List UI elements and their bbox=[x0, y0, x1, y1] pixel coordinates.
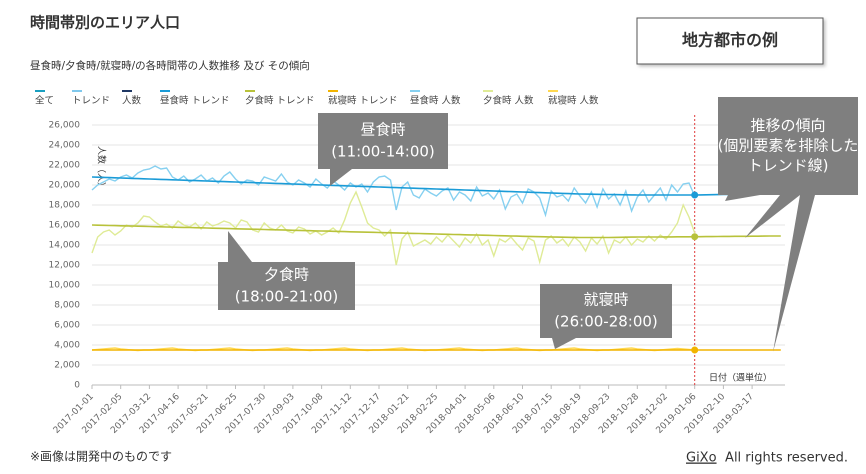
callout-text: 昼食時 bbox=[360, 121, 405, 139]
callout-pointer bbox=[773, 195, 815, 352]
y-tick-label: 2,000 bbox=[54, 361, 80, 371]
callout-text: トレンド線) bbox=[748, 157, 829, 175]
trend-marker bbox=[691, 346, 699, 354]
y-tick-label: 14,000 bbox=[49, 241, 81, 251]
y-tick-label: 16,000 bbox=[49, 221, 81, 231]
legend-label: 昼食時 人数 bbox=[410, 95, 461, 107]
callout-text: (11:00-14:00) bbox=[331, 143, 435, 161]
callout-text: 夕食時 bbox=[264, 266, 309, 284]
legend-label: 全て bbox=[35, 95, 54, 107]
legend-label: 夕食時 人数 bbox=[483, 95, 534, 107]
callout-box bbox=[318, 113, 448, 169]
series-line bbox=[91, 176, 781, 196]
copyright: All rights reserved. bbox=[725, 451, 848, 466]
callout-pointer bbox=[330, 169, 352, 186]
legend-label: 夕食時 トレンド bbox=[245, 95, 315, 107]
callout-pointer bbox=[745, 195, 800, 238]
callout-box bbox=[218, 262, 355, 310]
x-axis-label: 日付（週単位） bbox=[709, 372, 772, 384]
callout-text: 就寝時 bbox=[583, 291, 628, 309]
badge-box bbox=[636, 17, 824, 65]
legend-label: 人数 bbox=[122, 95, 142, 107]
y-tick-label: 22,000 bbox=[49, 161, 81, 171]
y-tick-label: 20,000 bbox=[49, 181, 81, 191]
callout: 昼食時 (11:00-14:00) bbox=[318, 113, 448, 186]
brand: GiXo bbox=[686, 451, 717, 466]
legend-label: 昼食時 トレンド bbox=[160, 95, 230, 107]
callout-text: (18:00-21:00) bbox=[235, 288, 339, 306]
y-tick-label: 26,000 bbox=[49, 121, 81, 131]
y-tick-label: 4,000 bbox=[54, 341, 80, 351]
y-tick-label: 24,000 bbox=[49, 141, 81, 151]
legend-label: 就寝時 人数 bbox=[548, 95, 599, 107]
y-axis-label: 人数（人） bbox=[96, 146, 108, 191]
title: 時間帯別のエリア人口 bbox=[30, 14, 180, 32]
callout-box bbox=[540, 284, 672, 338]
callout-box bbox=[718, 97, 858, 195]
callout-text: (個別要素を排除した bbox=[718, 137, 859, 155]
callout-pointer bbox=[552, 338, 576, 349]
y-tick-label: 0 bbox=[74, 381, 80, 391]
callout-pointer bbox=[228, 231, 252, 262]
callout: 夕食時 (18:00-21:00) bbox=[218, 231, 355, 310]
series-line bbox=[91, 165, 696, 218]
series-line bbox=[91, 224, 781, 239]
legend-label: 就寝時 トレンド bbox=[328, 95, 398, 107]
badge: 地方都市の例 bbox=[682, 31, 778, 50]
trend-marker bbox=[691, 233, 699, 241]
y-tick-label: 8,000 bbox=[54, 301, 80, 311]
callout-text: (26:00-28:00) bbox=[554, 313, 658, 331]
trend-marker bbox=[691, 191, 699, 199]
legend-label: トレンド bbox=[72, 96, 110, 107]
callout-pointer bbox=[725, 195, 760, 201]
footnote: ※画像は開発中のものです bbox=[30, 449, 172, 464]
y-tick-label: 6,000 bbox=[54, 321, 80, 331]
y-tick-label: 12,000 bbox=[49, 261, 81, 271]
y-tick-label: 18,000 bbox=[49, 201, 81, 211]
series-line bbox=[91, 190, 696, 266]
callout: 就寝時 (26:00-28:00) bbox=[540, 284, 672, 349]
y-tick-label: 10,000 bbox=[49, 281, 81, 291]
callout-text: 推移の傾向 bbox=[750, 117, 825, 135]
subtitle: 昼食時/夕食時/就寝時/の各時間帯の人数推移 及び その傾向 bbox=[30, 59, 310, 72]
